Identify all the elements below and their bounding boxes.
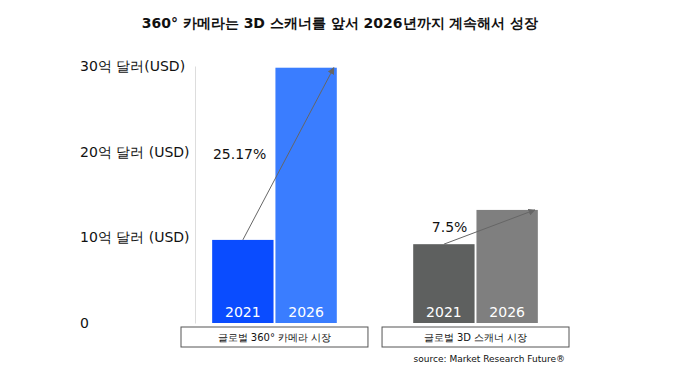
source: source: Market Research Future® [414,354,565,364]
bar [275,68,336,323]
bar-year-label: 2026 [288,304,324,320]
growth-label: 7.5% [432,219,468,235]
y-tick: 20억 달러 (USD) [80,144,195,160]
y-tick-label: 20억 달러 (USD) [80,144,190,160]
title: 360° 카메라는 3D 스캐너를 앞서 2026년까지 계속해서 성장 [142,15,539,31]
growth-label: 25.17% [213,146,266,162]
y-axis-line [195,67,196,324]
labels: 2021 2021 2026 2026 글로벌 360° 카메라 시장 글로벌 3D 스캐… [181,68,569,347]
y-tick-label: 30억 달러(USD) [80,58,185,74]
bars [212,68,538,323]
bar-year-label: 2021 [426,304,462,320]
y-tick: 30억 달러(USD) [80,58,195,74]
bar [413,244,474,323]
y-tick-label: 0 [80,315,89,331]
y-tick-label: 10억 달러 (USD) [80,229,190,245]
bar [212,240,273,323]
category-box [382,327,569,347]
y-tick: 10억 달러 (USD) [80,229,195,245]
y-tick: 0 [80,315,195,331]
chart: 360° 카메라는 3D 스캐너를 앞서 2026년까지 계속해서 성장 0 10억… [0,0,680,380]
category-label: 글로벌 3D 스캐너 시장 [424,332,528,343]
y-axis: 0 10억 달러 (USD) 20억 달러 (USD) 30억 달러(USD) [80,58,196,331]
category-box [181,327,368,347]
bar-year-label: 2026 [489,304,525,320]
bar-year-label: 2021 [225,304,261,320]
category-label: 글로벌 360° 카메라 시장 [218,332,332,343]
bar [476,210,537,323]
